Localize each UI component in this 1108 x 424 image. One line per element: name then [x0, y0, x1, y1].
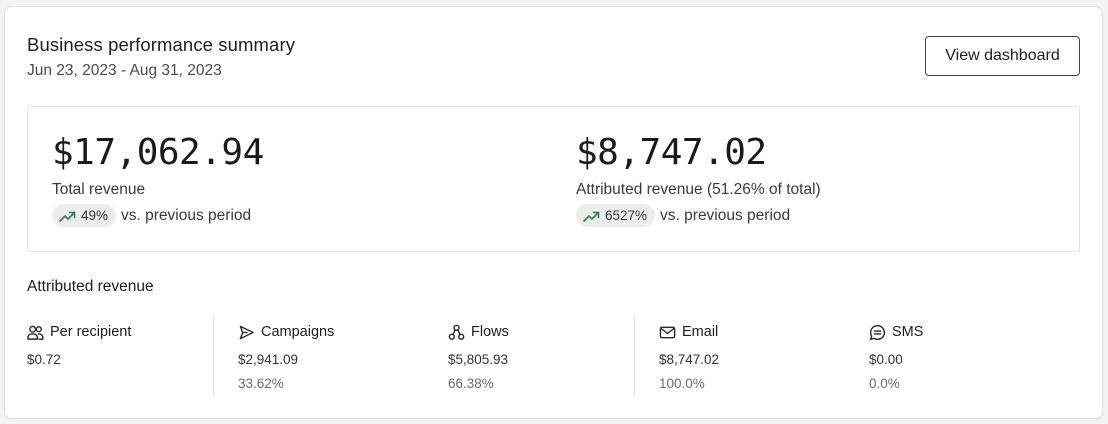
- performance-summary-card: Business performance summary Jun 23, 202…: [4, 6, 1103, 419]
- stat-label: Campaigns: [261, 324, 335, 340]
- divider: [634, 314, 635, 396]
- change-badge: 6527%: [576, 204, 656, 227]
- stat-campaigns: Campaigns $2,941.09 33.62%: [238, 322, 438, 391]
- change-percent: 6527%: [605, 208, 648, 223]
- total-revenue-label: Total revenue: [52, 181, 146, 198]
- users-icon: [27, 325, 44, 340]
- change-badge: 49%: [52, 204, 117, 227]
- sms-icon: [869, 324, 886, 340]
- stat-label: Email: [682, 324, 719, 340]
- change-percent: 49%: [81, 208, 109, 223]
- stat-email: Email $8,747.02 100.0%: [659, 322, 859, 391]
- flows-icon: [448, 324, 465, 340]
- stat-percent: 0.0%: [869, 376, 900, 391]
- card-title: Business performance summary: [27, 34, 296, 55]
- stat-value: $2,941.09: [238, 352, 299, 367]
- send-icon: [239, 325, 254, 339]
- revenue-summary-box: $17,062.94 Total revenue 49% vs. previou…: [27, 106, 1080, 252]
- stat-percent: 33.62%: [238, 376, 284, 391]
- trending-up-icon: [59, 211, 76, 222]
- change-suffix: vs. previous period: [121, 206, 252, 224]
- stat-value: $0.00: [869, 352, 903, 367]
- stat-label: Per recipient: [50, 324, 132, 340]
- stat-value: $5,805.93: [448, 352, 509, 367]
- date-range: Jun 23, 2023 - Aug 31, 2023: [27, 62, 222, 79]
- view-dashboard-button[interactable]: View dashboard: [925, 36, 1080, 76]
- attributed-revenue-change-row: 6527% vs. previous period: [576, 204, 790, 227]
- attributed-revenue-value: $8,747.02: [576, 132, 767, 173]
- stat-percent: 66.38%: [448, 376, 494, 391]
- stat-percent: 100.0%: [659, 376, 705, 391]
- attributed-revenue-label: Attributed revenue (51.26% of total): [576, 181, 821, 198]
- stat-flows: Flows $5,805.93 66.38%: [448, 322, 648, 391]
- attributed-revenue-heading: Attributed revenue: [27, 278, 154, 295]
- stat-label: SMS: [892, 324, 924, 340]
- total-revenue-change-row: 49% vs. previous period: [52, 204, 251, 227]
- total-revenue-value: $17,062.94: [52, 132, 264, 173]
- change-suffix: vs. previous period: [660, 206, 791, 224]
- stat-value: $0.72: [27, 352, 61, 367]
- divider: [213, 314, 214, 396]
- mail-icon: [659, 326, 676, 338]
- trending-up-icon: [583, 211, 600, 222]
- stat-per-recipient: Per recipient $0.72: [27, 322, 227, 367]
- stat-label: Flows: [471, 324, 509, 340]
- stat-sms: SMS $0.00 0.0%: [869, 322, 1069, 391]
- stat-value: $8,747.02: [659, 352, 720, 367]
